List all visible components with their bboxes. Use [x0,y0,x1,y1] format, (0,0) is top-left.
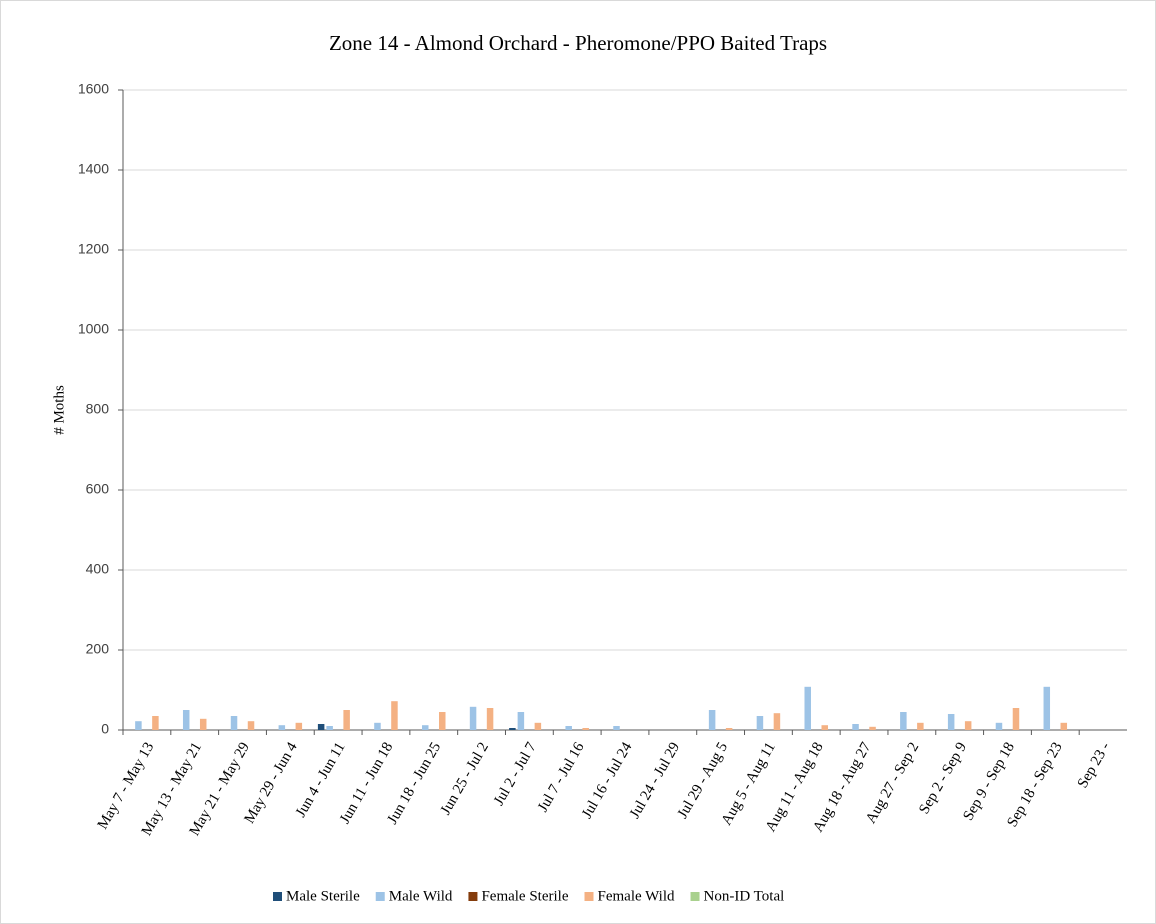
bar [582,728,589,730]
bar [756,716,764,730]
y-tick-label: 800 [86,401,110,417]
bar [947,714,955,730]
legend-label: Female Sterile [481,888,568,904]
bar [1060,722,1068,730]
bar [1012,708,1020,730]
bar [182,710,190,730]
bar [469,706,477,730]
legend-label: Male Sterile [286,888,360,904]
y-tick-label: 1000 [78,321,109,337]
legend-swatch [690,892,700,901]
bar [995,722,1003,730]
bar [135,721,142,730]
legend-label: Male Wild [389,888,453,904]
bar [326,726,333,730]
legend-label: Non-ID Total [704,888,785,904]
bar [230,716,238,730]
bar [821,725,828,730]
y-tick-label: 1200 [78,241,109,257]
y-tick-label: 1400 [78,161,109,177]
bar [565,726,572,730]
bar [247,721,255,730]
bar [708,710,716,730]
bar [900,712,907,730]
y-tick-label: 600 [86,481,110,497]
bar [278,725,286,730]
legend-swatch [273,892,282,901]
bar [343,710,350,730]
y-axis-label: # Moths [51,385,67,435]
bar [152,716,159,730]
legend-label: Female Wild [598,888,676,904]
y-tick-label: 0 [101,721,109,737]
bar [486,708,494,730]
bar [804,686,811,730]
bar [199,718,207,730]
chart-title: Zone 14 - Almond Orchard - Pheromone/PPO… [329,31,827,55]
y-tick-label: 400 [86,561,110,577]
bar [517,712,525,730]
bar [852,724,859,730]
y-tick-label: 1600 [78,81,109,97]
bar [725,728,733,730]
bar [422,725,429,730]
bar [295,722,303,730]
bar [917,722,924,730]
bar [509,728,516,730]
legend-swatch [468,892,478,901]
y-tick-label: 200 [86,641,110,657]
bar [869,726,876,730]
bar [534,722,542,730]
bar [1043,686,1051,730]
bar [964,721,972,730]
bar [374,722,381,730]
bar [317,724,325,730]
bar [613,726,620,730]
legend-swatch [375,892,385,901]
bar [391,701,398,730]
legend-swatch [584,892,594,901]
bar [773,713,781,730]
bar [439,712,446,730]
